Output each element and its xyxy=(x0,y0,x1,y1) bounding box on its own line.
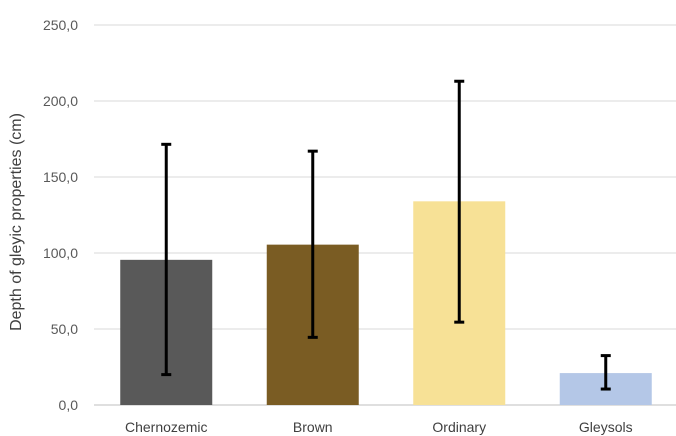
y-tick-labels: 0,0 50,0 100,0 150,0 200,0 250,0 xyxy=(43,17,78,413)
x-tick-label: Ordinary xyxy=(432,419,486,435)
x-tick-label: Brown xyxy=(293,419,333,435)
y-tick-label: 100,0 xyxy=(43,245,78,261)
x-tick-label: Chernozemic xyxy=(125,419,207,435)
y-tick-label: 200,0 xyxy=(43,93,78,109)
y-tick-label: 250,0 xyxy=(43,17,78,33)
x-tick-label: Gleysols xyxy=(579,419,633,435)
bars xyxy=(120,201,652,405)
y-tick-label: 150,0 xyxy=(43,169,78,185)
x-category-labels: Chernozemic Brown Ordinary Gleysols xyxy=(125,419,633,435)
y-tick-label: 50,0 xyxy=(51,321,78,337)
error-bar-gleysols xyxy=(600,354,611,391)
error-bar-chernozemic xyxy=(161,142,172,377)
y-axis-title: Depth of gleyic properties (cm) xyxy=(8,113,25,331)
error-bar-ordinary xyxy=(454,79,465,324)
error-bars xyxy=(161,79,611,391)
y-tick-label: 0,0 xyxy=(59,397,79,413)
error-bar-brown xyxy=(307,149,318,339)
